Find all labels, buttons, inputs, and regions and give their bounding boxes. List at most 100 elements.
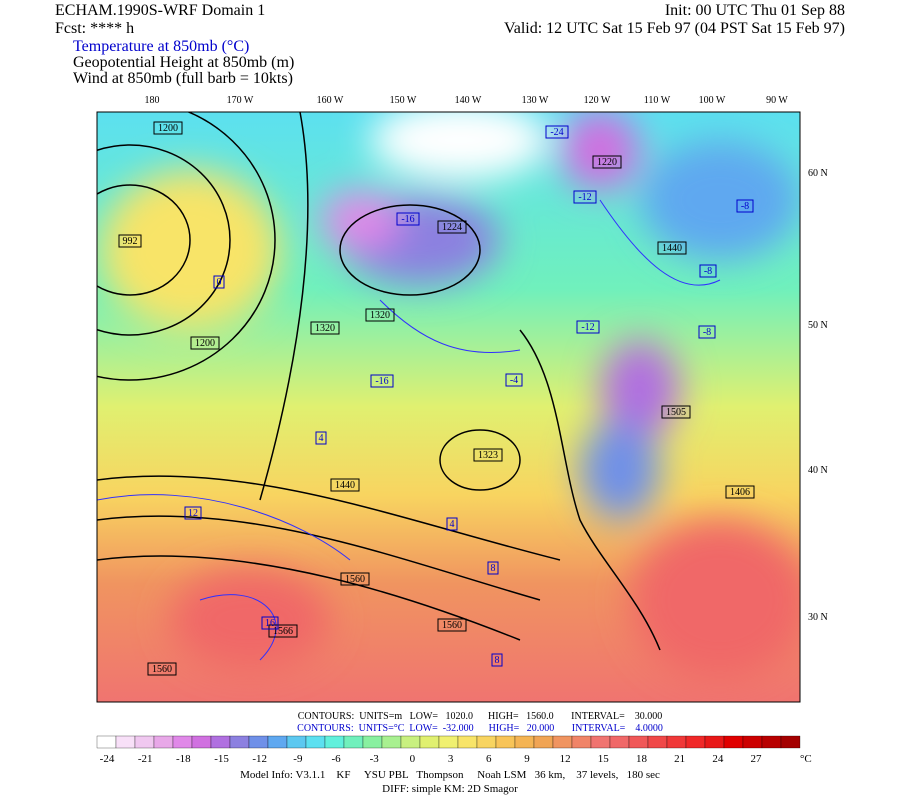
temperature-label: 0 [217,277,222,288]
temperature-label: -8 [703,327,711,338]
temperature-label: 16 [265,618,275,629]
map-field [97,112,800,702]
temperature-label: -16 [401,214,414,225]
height-label: 1406 [730,487,750,498]
colorbar-swatch [172,735,193,749]
colorbar-label: -3 [370,753,380,765]
colorbar-label: -21 [138,753,153,765]
longitude-label: 110 W [644,95,671,106]
height-label: 1440 [662,243,682,254]
contours-height: CONTOURS: UNITS=m LOW= 1020.0 HIGH= 1560… [298,711,662,722]
colorbar-label: 9 [524,753,530,765]
colorbar-label: -15 [214,753,229,765]
colorbar-swatch [647,735,668,749]
colorbar-swatch [476,735,497,749]
temperature-label: 12 [188,508,198,519]
colorbar-swatch [400,735,421,749]
latitude-label: 50 N [808,320,828,331]
map-frame [96,111,801,703]
colorbar-swatch [286,735,307,749]
colorbar-label: 6 [486,753,492,765]
height-label-box [437,220,467,234]
longitude-label: 100 W [699,95,726,106]
height-label-box [437,618,467,632]
height-label: 1560 [152,664,172,675]
colorbar-swatch [267,735,288,749]
longitude-label: 180 [145,95,160,106]
contours-temperature: CONTOURS: UNITS=°C LOW= -32.000 HIGH= 20… [297,723,663,734]
longitude-label: 150 W [390,95,417,106]
temperature-label-box [545,125,569,139]
height-label-box [473,448,503,462]
temperature-label-box [370,374,394,388]
height-label: 992 [123,236,138,247]
colorbar-label: 12 [560,753,571,765]
height-label-box [268,624,298,638]
field-temperature: Temperature at 850mb (°C) [73,38,249,55]
colorbar-swatch [609,735,630,749]
temperature-label-box [576,320,600,334]
temperature-label-box [573,190,597,204]
height-label-box [147,662,177,676]
colorbar-label: -18 [176,753,191,765]
colorbar-label: 18 [636,753,648,765]
colorbar-swatch [134,735,155,749]
colorbar-swatch [666,735,687,749]
height-label-box [153,121,183,135]
colorbar-label: 21 [674,753,685,765]
colorbar-swatch [761,735,782,749]
height-label: 1200 [158,123,178,134]
colorbar-swatch [590,735,611,749]
diff-info: DIFF: simple KM: 2D Smagor [382,783,518,795]
height-label: 1320 [315,323,335,334]
height-label: 1320 [370,310,390,321]
latitude-label: 30 N [808,612,828,623]
temperature-label-box [505,373,523,387]
height-label-box [340,572,370,586]
colorbar-swatch [305,735,326,749]
forecast-hour: Fcst: **** h [55,20,134,37]
valid-time: Valid: 12 UTC Sat 15 Feb 97 (04 PST Sat … [504,20,845,37]
colorbar-swatch [514,735,535,749]
colorbar-swatch [381,735,402,749]
temperature-label-box [491,653,503,667]
colorbar-label: -24 [100,753,115,765]
temperature-label: -4 [510,375,518,386]
longitude-label: 160 W [317,95,344,106]
height-label: 1220 [597,157,617,168]
colorbar-swatch [210,735,231,749]
colorbar-swatch [248,735,269,749]
latitude-label: 60 N [808,168,828,179]
temperature-label-box [736,199,754,213]
colorbar-swatch [229,735,250,749]
colorbar-label: 27 [751,753,763,765]
colorbar-swatch [343,735,364,749]
temperature-label-box [698,325,716,339]
height-label: 1200 [195,338,215,349]
colorbar-label: 15 [598,753,610,765]
height-label: 1566 [273,626,293,637]
temperature-label: -8 [704,266,712,277]
temperature-label-box [261,616,279,630]
colorbar-label: 3 [448,753,454,765]
height-label: 1323 [478,450,498,461]
colorbar-swatch [324,735,345,749]
temperature-label: 8 [491,563,496,574]
height-label: 1560 [442,620,462,631]
height-label: 1505 [666,407,686,418]
colorbar-swatch [495,735,516,749]
field-height: Geopotential Height at 850mb (m) [73,54,294,71]
height-label-box [661,405,691,419]
colorbar-swatch [742,735,763,749]
temperature-label-box [184,506,202,520]
height-label-box [330,478,360,492]
colorbar-swatch [628,735,649,749]
height-label: 1560 [345,574,365,585]
height-label-box [365,308,395,322]
temperature-label: 4 [319,433,324,444]
temperature-label: -24 [550,127,563,138]
colorbar-swatch [723,735,744,749]
temperature-label-box [446,517,458,531]
height-label-box [657,241,687,255]
colorbar-unit: °C [800,753,812,765]
